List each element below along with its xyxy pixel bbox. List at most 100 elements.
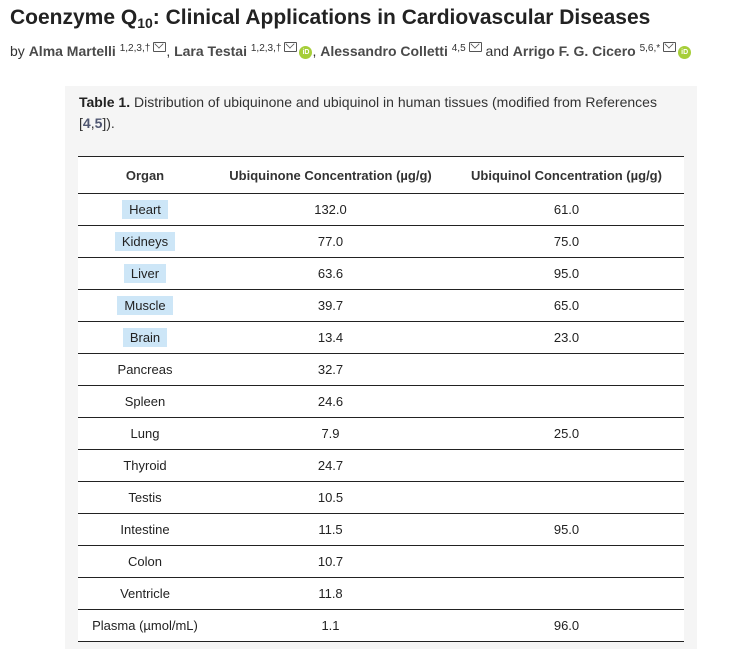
author-affiliation: 1,2,3,†	[250, 43, 282, 54]
header-organ: Organ	[78, 156, 212, 194]
cell-ubiquinone: 11.8	[212, 577, 449, 610]
cell-organ: Liver	[78, 257, 212, 290]
author-entry: Alma Martelli 1,2,3,†,	[28, 42, 171, 59]
organ-name: Heart	[122, 200, 168, 219]
cell-ubiquinol: 65.0	[449, 289, 684, 322]
organ-name: Muscle	[117, 296, 173, 315]
cell-ubiquinol: 75.0	[449, 225, 684, 258]
table-row: Ventricle 11.8	[78, 577, 684, 610]
organ-name: Kidneys	[114, 232, 176, 251]
cell-ubiquinone: 10.5	[212, 481, 449, 514]
cell-ubiquinol: 95.0	[449, 513, 684, 546]
table-row: Testis 10.5	[78, 481, 684, 514]
organ-name: Liver	[123, 264, 167, 283]
table-row: Heart 132.0 61.0	[78, 193, 684, 226]
table-panel: Table 1. Distribution of ubiquinone and …	[65, 86, 697, 649]
cell-organ: Kidneys	[78, 225, 212, 258]
cell-ubiquinone: 11.5	[212, 513, 449, 546]
orcid-icon[interactable]: iD	[678, 46, 692, 59]
mail-icon[interactable]	[153, 42, 167, 52]
table-row: Kidneys 77.0 75.0	[78, 225, 684, 258]
reference-link[interactable]: 5	[94, 115, 103, 131]
table-row: Plasma (µmol/mL) 1.1 96.0	[78, 609, 684, 642]
mail-icon[interactable]	[468, 42, 482, 52]
cell-organ: Brain	[78, 321, 212, 354]
distribution-table: Organ Ubiquinone Concentration (µg/g) Ub…	[78, 156, 684, 642]
cell-ubiquinol: 96.0	[449, 609, 684, 642]
cell-ubiquinone: 63.6	[212, 257, 449, 290]
organ-name: Thyroid	[123, 458, 167, 473]
author-separator: and	[481, 43, 509, 59]
cell-ubiquinol	[449, 577, 684, 610]
caption-text: Distribution of ubiquinone and ubiquinol…	[130, 94, 657, 110]
caption-label: Table 1.	[79, 94, 131, 110]
author-entry: Arrigo F. G. Cicero 5,6,* iD	[509, 42, 692, 59]
author-separator: ,	[166, 43, 171, 59]
cell-ubiquinol	[449, 353, 684, 386]
author-separator: ,	[312, 43, 317, 59]
table-row: Muscle 39.7 65.0	[78, 289, 684, 322]
reference-link[interactable]: 4	[82, 115, 91, 131]
cell-organ: Plasma (µmol/mL)	[78, 609, 212, 642]
cell-ubiquinol: 23.0	[449, 321, 684, 354]
table-row: Brain 13.4 23.0	[78, 321, 684, 354]
table-row: Colon 10.7	[78, 545, 684, 578]
organ-name: Lung	[130, 426, 160, 441]
orcid-icon[interactable]: iD	[299, 46, 313, 59]
cell-organ: Pancreas	[78, 353, 212, 386]
cell-ubiquinol: 61.0	[449, 193, 684, 226]
table-caption: Table 1. Distribution of ubiquinone and …	[79, 94, 657, 131]
cell-ubiquinol	[449, 545, 684, 578]
header-ubiquinone: Ubiquinone Concentration (µg/g)	[212, 156, 449, 194]
table-row: Intestine 11.5 95.0	[78, 513, 684, 546]
cell-organ: Muscle	[78, 289, 212, 322]
organ-name: Intestine	[120, 522, 170, 537]
author-affiliation: 4,5	[451, 43, 466, 54]
organ-name: Ventricle	[120, 586, 170, 601]
cell-ubiquinone: 132.0	[212, 193, 449, 226]
article-title: Coenzyme Q10: Clinical Applications in C…	[10, 6, 651, 31]
cell-ubiquinol	[449, 449, 684, 482]
author-entry: Lara Testai 1,2,3,† iD,	[170, 42, 317, 59]
cell-ubiquinol	[449, 385, 684, 418]
mail-icon[interactable]	[284, 42, 298, 52]
organ-name: Colon	[128, 554, 162, 569]
organ-name: Pancreas	[117, 362, 173, 377]
author-name[interactable]: Lara Testai	[174, 43, 247, 59]
table-row: Spleen 24.6	[78, 385, 684, 418]
cell-ubiquinone: 7.9	[212, 417, 449, 450]
cell-ubiquinone: 39.7	[212, 289, 449, 322]
cell-ubiquinol: 25.0	[449, 417, 684, 450]
by-label: by	[10, 43, 25, 59]
table-row: Pancreas 32.7	[78, 353, 684, 386]
author-name[interactable]: Arrigo F. G. Cicero	[512, 43, 636, 59]
author-name[interactable]: Alma Martelli	[28, 43, 116, 59]
cell-ubiquinol: 95.0	[449, 257, 684, 290]
organ-name: Brain	[122, 328, 168, 347]
cell-ubiquinone: 10.7	[212, 545, 449, 578]
cell-ubiquinol	[449, 481, 684, 514]
cell-ubiquinone: 77.0	[212, 225, 449, 258]
cell-organ: Ventricle	[78, 577, 212, 610]
table-row: Liver 63.6 95.0	[78, 257, 684, 290]
author-list: by Alma Martelli 1,2,3,†, Lara Testai 1,…	[10, 42, 692, 59]
author-entry: Alessandro Colletti 4,5 and	[316, 42, 509, 59]
table-row: Thyroid 24.7	[78, 449, 684, 482]
cell-ubiquinone: 32.7	[212, 353, 449, 386]
author-affiliation: 5,6,*	[639, 43, 661, 54]
organ-name: Plasma (µmol/mL)	[92, 618, 198, 633]
cell-organ: Lung	[78, 417, 212, 450]
cell-organ: Intestine	[78, 513, 212, 546]
header-ubiquinol: Ubiquinol Concentration (µg/g)	[449, 156, 684, 194]
cell-organ: Testis	[78, 481, 212, 514]
author-affiliation: 1,2,3,†	[119, 43, 151, 54]
author-name[interactable]: Alessandro Colletti	[320, 43, 448, 59]
table-header-row: Organ Ubiquinone Concentration (µg/g) Ub…	[78, 156, 684, 194]
organ-name: Testis	[128, 490, 162, 505]
organ-name: Spleen	[124, 394, 166, 409]
cell-ubiquinone: 24.6	[212, 385, 449, 418]
mail-icon[interactable]	[663, 42, 677, 52]
cell-organ: Colon	[78, 545, 212, 578]
cell-ubiquinone: 13.4	[212, 321, 449, 354]
cell-ubiquinone: 24.7	[212, 449, 449, 482]
